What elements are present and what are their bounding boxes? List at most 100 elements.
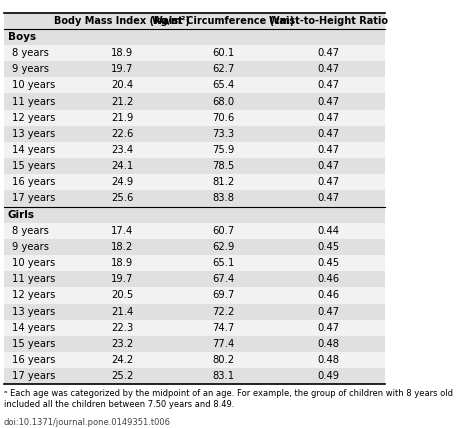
Text: 83.8: 83.8 (212, 193, 235, 203)
Text: 0.47: 0.47 (318, 64, 339, 74)
Text: 77.4: 77.4 (212, 339, 235, 349)
Text: 0.47: 0.47 (318, 80, 339, 90)
Text: 73.3: 73.3 (212, 129, 235, 139)
Text: 22.6: 22.6 (111, 129, 134, 139)
Text: 0.47: 0.47 (318, 306, 339, 317)
Bar (4, 207, 385, 223)
Text: Waist Circumference (cm): Waist Circumference (cm) (152, 16, 295, 26)
Text: 17 years: 17 years (12, 193, 55, 203)
Text: 8 years: 8 years (12, 48, 48, 58)
Text: 13 years: 13 years (12, 129, 55, 139)
Bar (4, 61, 385, 77)
Text: 12 years: 12 years (12, 113, 55, 123)
Text: 0.47: 0.47 (318, 193, 339, 203)
Text: 24.9: 24.9 (111, 177, 134, 187)
Text: 69.7: 69.7 (212, 291, 235, 300)
Text: Girls: Girls (8, 210, 35, 220)
Text: 10 years: 10 years (12, 258, 55, 268)
Text: 65.1: 65.1 (212, 258, 235, 268)
Text: 14 years: 14 years (12, 323, 55, 333)
Text: 21.9: 21.9 (111, 113, 134, 123)
Text: 24.1: 24.1 (111, 161, 134, 171)
Bar (4, 110, 385, 126)
Text: 65.4: 65.4 (212, 80, 235, 90)
Text: 0.47: 0.47 (318, 129, 339, 139)
Bar (4, 352, 385, 368)
Bar (4, 223, 385, 239)
Bar (4, 336, 385, 352)
Text: 13 years: 13 years (12, 306, 55, 317)
Text: 19.7: 19.7 (111, 274, 134, 284)
Text: 0.47: 0.47 (318, 161, 339, 171)
Text: 22.3: 22.3 (111, 323, 134, 333)
Bar (4, 13, 385, 29)
Text: 0.44: 0.44 (318, 226, 339, 236)
Text: 20.4: 20.4 (111, 80, 134, 90)
Bar (4, 368, 385, 384)
Text: Body Mass Index (kg/m²): Body Mass Index (kg/m²) (55, 16, 191, 26)
Text: Boys: Boys (8, 32, 36, 42)
Text: 16 years: 16 years (12, 355, 55, 365)
Text: 25.6: 25.6 (111, 193, 134, 203)
Text: 62.9: 62.9 (212, 242, 235, 252)
Text: 80.2: 80.2 (212, 355, 235, 365)
Text: 9 years: 9 years (12, 242, 49, 252)
Text: 0.47: 0.47 (318, 97, 339, 107)
Text: 70.6: 70.6 (212, 113, 235, 123)
Text: 0.46: 0.46 (318, 291, 339, 300)
Bar (4, 29, 385, 45)
Text: 68.0: 68.0 (212, 97, 235, 107)
Text: 16 years: 16 years (12, 177, 55, 187)
Text: 0.47: 0.47 (318, 48, 339, 58)
Text: 17.4: 17.4 (111, 226, 134, 236)
Text: 62.7: 62.7 (212, 64, 235, 74)
Bar (4, 93, 385, 110)
Text: 8 years: 8 years (12, 226, 48, 236)
Bar (4, 142, 385, 158)
Bar (4, 77, 385, 93)
Bar (4, 271, 385, 287)
Text: 17 years: 17 years (12, 371, 55, 381)
Text: ᵃ Each age was categorized by the midpoint of an age. For example, the group of : ᵃ Each age was categorized by the midpoi… (4, 389, 453, 409)
Text: Waist-to-Height Ratio: Waist-to-Height Ratio (269, 16, 388, 26)
Text: 15 years: 15 years (12, 161, 55, 171)
Text: 15 years: 15 years (12, 339, 55, 349)
Text: 0.47: 0.47 (318, 145, 339, 155)
Text: 18.2: 18.2 (111, 242, 134, 252)
Bar (4, 158, 385, 174)
Text: 0.47: 0.47 (318, 113, 339, 123)
Text: 0.46: 0.46 (318, 274, 339, 284)
Text: 19.7: 19.7 (111, 64, 134, 74)
Text: 25.2: 25.2 (111, 371, 134, 381)
Text: 0.49: 0.49 (318, 371, 339, 381)
Text: 0.48: 0.48 (318, 355, 339, 365)
Text: 0.48: 0.48 (318, 339, 339, 349)
Text: 74.7: 74.7 (212, 323, 235, 333)
Text: 18.9: 18.9 (111, 48, 134, 58)
Text: 18.9: 18.9 (111, 258, 134, 268)
Text: 11 years: 11 years (12, 97, 55, 107)
Text: 0.45: 0.45 (318, 242, 339, 252)
Text: 23.4: 23.4 (111, 145, 134, 155)
Text: 67.4: 67.4 (212, 274, 235, 284)
Bar (4, 320, 385, 336)
Bar (4, 239, 385, 255)
Bar (4, 190, 385, 207)
Text: 20.5: 20.5 (111, 291, 134, 300)
Text: 81.2: 81.2 (212, 177, 235, 187)
Text: 11 years: 11 years (12, 274, 55, 284)
Text: 83.1: 83.1 (212, 371, 235, 381)
Text: 60.1: 60.1 (212, 48, 235, 58)
Text: doi:10.1371/journal.pone.0149351.t006: doi:10.1371/journal.pone.0149351.t006 (4, 418, 171, 427)
Text: 78.5: 78.5 (212, 161, 235, 171)
Bar (4, 45, 385, 61)
Text: 23.2: 23.2 (111, 339, 134, 349)
Text: 75.9: 75.9 (212, 145, 235, 155)
Text: 21.2: 21.2 (111, 97, 134, 107)
Text: 21.4: 21.4 (111, 306, 134, 317)
Bar (4, 174, 385, 190)
Text: 24.2: 24.2 (111, 355, 134, 365)
Text: 0.47: 0.47 (318, 323, 339, 333)
Text: 60.7: 60.7 (212, 226, 235, 236)
Bar (4, 255, 385, 271)
